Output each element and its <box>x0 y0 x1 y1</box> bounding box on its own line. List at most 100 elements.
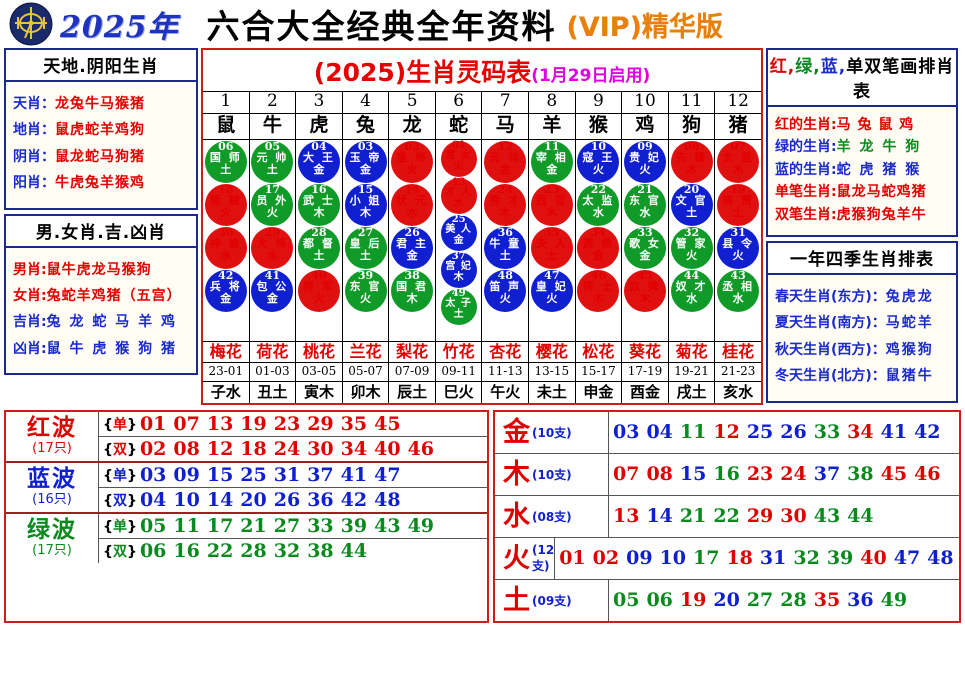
ball-element: 土 <box>360 249 372 263</box>
row-value: 马蛇羊 <box>885 315 934 332</box>
ball-element: 金 <box>592 249 604 263</box>
ball-number: 11 <box>544 140 560 154</box>
zodiac-ball-26[interactable]: 26 君 主金 <box>391 227 434 270</box>
main-columns: 天地.阴阳生肖 天肖：龙兔牛马猴猪 地肖：鼠虎蛇羊鸡狗 阴肖：鼠龙蛇马狗猪 阳肖：牛虎兔… <box>0 48 965 407</box>
ball-element: 火 <box>313 292 325 306</box>
zodiac-ball-41[interactable]: 41 包 公金 <box>251 270 294 313</box>
ball-element: 水 <box>592 206 604 220</box>
zodiac-ball-09[interactable]: 09 贵 妃火 <box>623 141 666 184</box>
zodiac-ball-16[interactable]: 16 武 士木 <box>297 184 340 227</box>
zodiac-ball-18[interactable]: 18 叛 贼火 <box>204 184 247 227</box>
zodiac-ball-40[interactable]: 40 将 军火 <box>297 270 340 313</box>
zodiac-ball-13[interactable]: 13 才 人水 <box>440 177 477 215</box>
zodiac-ball-15[interactable]: 15 小 姐木 <box>344 184 387 227</box>
ball-title: 国 君 <box>396 280 429 294</box>
zodiac-ball-47[interactable]: 47 皇 妃火 <box>530 270 573 313</box>
element-number: 09 <box>626 547 653 570</box>
wave-values: {单} 03 09 15 25 31 37 41 47 {双} 04 10 14 20 26 36 42 48 <box>99 463 487 512</box>
element-number: 18 <box>726 547 753 570</box>
zodiac-ball-27[interactable]: 27 皇 后土 <box>344 227 387 270</box>
zodiac-column-4: 4 兔 03 玉 帝金 15 小 姐木 27 皇 后土 39 东 官火兰花 05-07 卯木 <box>342 92 390 404</box>
zodiac-ball-39[interactable]: 39 东 官火 <box>344 270 387 313</box>
zodiac-ball-02[interactable]: 02 皇 帝火 <box>391 141 434 184</box>
zodiac-ball-14[interactable]: 14 状 元水 <box>391 184 434 227</box>
ball-stack: 01 宫 女火 13 才 人水 25 美 人金 37 宫 妃木 49 太 子土 <box>440 140 477 341</box>
element-number: 07 <box>613 463 640 486</box>
zodiac-ball-35[interactable]: 35 夫 人土 <box>530 227 573 270</box>
zodiac-ball-08[interactable]: 08 先 锋木 <box>670 141 713 184</box>
zodiac-ball-33[interactable]: 33 歌 女金 <box>623 227 666 270</box>
right-panel-0-body: 红的生肖:马 兔 鼠 鸡绿的生肖:羊 龙 牛 狗蓝的生肖:蛇 虎 猪 猴单笔生肖… <box>768 107 956 235</box>
zodiac-ball-48[interactable]: 48 笛 声火 <box>484 270 527 313</box>
element-name: 土 <box>503 584 530 616</box>
zodiac-ball-46[interactable]: 46 侠 士木 <box>577 270 620 313</box>
column-branch-element: 卯木 <box>350 382 381 401</box>
column-hour-range: 05-07 <box>342 363 389 382</box>
zodiac-ball-06[interactable]: 06 国 师土 <box>204 141 247 184</box>
zodiac-ball-38[interactable]: 38 国 君木 <box>391 270 434 313</box>
ball-stack: 12 元 帅金 24 秀 才木 36 牛 童土 48 笛 声火 <box>484 140 527 341</box>
zodiac-ball-03[interactable]: 03 玉 帝金 <box>344 141 387 184</box>
ball-element: 金 <box>546 163 558 177</box>
zodiac-ball-28[interactable]: 28 都 督土 <box>297 227 340 270</box>
zodiac-ball-22[interactable]: 22 太 监水 <box>577 184 620 227</box>
column-index: 9 <box>575 92 622 114</box>
zodiac-ball-17[interactable]: 17 员 外火 <box>251 184 294 227</box>
zodiac-ball-23[interactable]: 23 西 官木 <box>530 184 573 227</box>
ball-title: 元 帅 <box>489 151 522 165</box>
zodiac-ball-29[interactable]: 29 大 将水 <box>251 227 294 270</box>
ball-element: 火 <box>686 249 698 263</box>
banner-vip-badge: (VIP)精华版 <box>567 5 723 44</box>
ball-element: 金 <box>639 249 651 263</box>
element-number: 06 <box>646 589 673 612</box>
zodiac-ball-01[interactable]: 01 宫 女火 <box>440 141 477 178</box>
zodiac-ball-31[interactable]: 31 县 令火 <box>717 227 760 270</box>
zodiac-ball-32[interactable]: 32 管 家火 <box>670 227 713 270</box>
wave-number: 23 <box>273 412 301 435</box>
zodiac-ball-36[interactable]: 36 牛 童土 <box>484 226 527 270</box>
zodiac-ball-45[interactable]: 45 奴 婢木 <box>623 270 666 313</box>
wave-number: 17 <box>206 514 234 537</box>
right-panel-0-header: 红,绿,蓝,单双笔画排肖表 <box>768 50 956 107</box>
zodiac-ball-43[interactable]: 43 丞 相水 <box>717 270 760 313</box>
zodiac-ball-04[interactable]: 04 大 王金 <box>297 141 340 184</box>
zodiac-ball-20[interactable]: 20 文 官土 <box>670 184 713 227</box>
ball-element: 水 <box>406 206 418 220</box>
zodiac-ball-21[interactable]: 21 东 官水 <box>623 184 666 227</box>
ball-title: 游 侠 <box>582 237 615 251</box>
zodiac-ball-34[interactable]: 34 游 侠金 <box>577 227 620 270</box>
ball-number: 36 <box>497 226 513 240</box>
zodiac-column-9: 9 猴 10 寇 王火 22 太 监水 34 游 侠金 46 侠 士木松花 15-17 申金 <box>575 92 623 404</box>
zodiac-ball-30[interactable]: 30 神 偷水 <box>204 227 247 270</box>
wave-number: 46 <box>407 437 435 460</box>
zodiac-ball-07[interactable]: 07 太 监木 <box>717 141 760 184</box>
element-number: 15 <box>679 463 707 486</box>
zodiac-ball-10[interactable]: 10 寇 王火 <box>577 141 620 184</box>
ball-number: 13 <box>451 177 466 189</box>
zodiac-ball-25[interactable]: 25 美 人金 <box>440 215 477 252</box>
element-number: 05 <box>613 589 640 612</box>
zodiac-ball-44[interactable]: 44 奴 才水 <box>670 270 713 313</box>
element-number: 25 <box>746 421 774 444</box>
brace-open: { <box>103 518 113 535</box>
column-branch-element: 寅木 <box>303 382 334 401</box>
wave-number: 39 <box>340 514 368 537</box>
zodiac-column-7: 7 马 12 元 帅金 24 秀 才木 36 牛 童土 48 笛 声火杏花 11-13 午火 <box>482 92 530 404</box>
ball-title: 商 贾 <box>722 194 755 208</box>
zodiac-ball-19[interactable]: 19 商 贾土 <box>717 184 760 227</box>
ball-title: 先 锋 <box>675 151 708 165</box>
ball-title: 国 师 <box>209 151 242 165</box>
ball-element: 木 <box>686 163 698 177</box>
zodiac-ball-49[interactable]: 49 太 子土 <box>440 289 477 326</box>
zodiac-ball-37[interactable]: 37 宫 妃木 <box>440 252 477 289</box>
zodiac-ball-42[interactable]: 42 兵 将金 <box>204 270 247 313</box>
wave-number: 34 <box>340 437 368 460</box>
zodiac-ball-12[interactable]: 12 元 帅金 <box>484 141 527 184</box>
column-branch-element: 子水 <box>210 382 241 401</box>
zodiac-ball-24[interactable]: 24 秀 才木 <box>484 184 527 227</box>
zodiac-ball-05[interactable]: 05 元 帅土 <box>251 141 294 184</box>
left-panel-1-header: 男.女肖.吉.凶肖 <box>6 215 196 248</box>
zodiac-ball-11[interactable]: 11 宰 相金 <box>530 140 573 184</box>
brace-close: } <box>126 467 137 484</box>
ball-title: 管 家 <box>675 237 708 251</box>
